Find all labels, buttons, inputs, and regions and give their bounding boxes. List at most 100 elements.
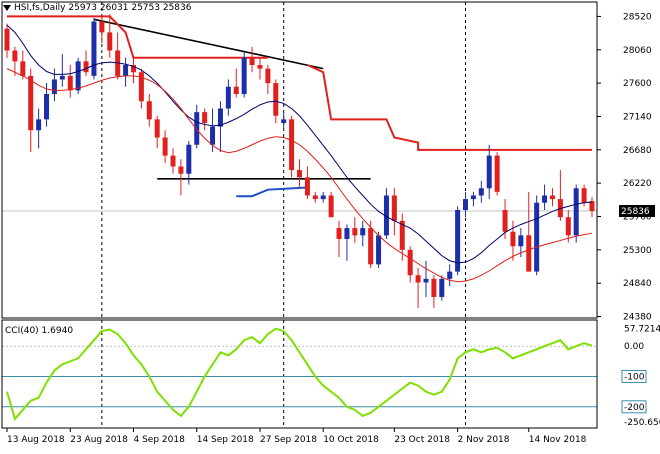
candle-body: [273, 83, 279, 116]
candle-body: [423, 278, 429, 283]
price-tick-label: 25300: [623, 246, 652, 256]
candle-body: [241, 57, 247, 94]
candle-body: [304, 177, 310, 196]
price-tick-label: 25760: [623, 213, 652, 223]
candle-body: [233, 86, 239, 94]
price-tick-label: 26220: [623, 179, 652, 189]
ohlc-readout: 25973 26031 25753 25836: [68, 3, 192, 13]
chart-header: HSI,fs,Daily 25973 26031 25753 25836: [3, 3, 191, 13]
candle-body: [146, 101, 152, 120]
candle-body: [138, 72, 144, 102]
candle-body: [154, 119, 160, 138]
candle-body: [455, 209, 461, 272]
date-tick-label: 10 Oct 2018: [323, 435, 379, 445]
price-tick-label: 24380: [623, 313, 652, 323]
price-tick-label: 26680: [623, 146, 652, 156]
candle-body: [399, 220, 405, 250]
candle-body: [28, 75, 34, 131]
candle-body: [439, 278, 445, 297]
date-tick-label: 14 Nov 2018: [529, 435, 587, 445]
candle-body: [107, 32, 113, 51]
candle-body: [415, 275, 421, 283]
candle-body: [352, 228, 358, 236]
cci-tick-label: -100: [624, 373, 645, 383]
candle-body: [91, 21, 97, 76]
candle-body: [573, 188, 579, 236]
sma-slow-line: [6, 68, 593, 283]
date-tick-label: 14 Sep 2018: [197, 435, 254, 445]
candle-body: [589, 201, 595, 211]
candle-body: [194, 112, 200, 145]
candle-body: [376, 235, 382, 265]
candle-body: [4, 28, 10, 51]
blue-segment: [236, 186, 308, 198]
candle-body: [526, 235, 532, 272]
date-tick-label: 4 Sep 2018: [133, 435, 185, 445]
candle-body: [99, 21, 105, 33]
candle-body: [360, 228, 366, 236]
candle-body: [51, 79, 57, 94]
candle-body: [463, 199, 469, 210]
candle-body: [210, 126, 216, 145]
candle-body: [549, 195, 555, 200]
candle-body: [391, 195, 397, 221]
candle-body: [12, 50, 18, 62]
candle-body: [297, 170, 302, 178]
candle-body: [170, 155, 176, 167]
candle-body: [20, 61, 26, 76]
candle-body: [383, 195, 389, 236]
candle-body: [186, 144, 192, 174]
candle-body: [67, 75, 73, 91]
candle-body: [470, 195, 476, 200]
candle-body: [83, 61, 89, 73]
indicator-label: CCI(40) 1.6940: [5, 326, 74, 336]
candle-body: [502, 209, 508, 232]
candle-body: [344, 228, 350, 239]
candle-body: [257, 64, 263, 69]
candle-body: [59, 75, 65, 80]
dropdown-triangle-icon[interactable]: [3, 4, 11, 11]
candle-body: [217, 108, 223, 127]
cci-tick-label: -250.650: [624, 418, 660, 428]
price-panel-frame: [1, 1, 598, 319]
cci-line: [6, 327, 593, 421]
date-tick-label: 23 Aug 2018: [70, 435, 128, 445]
price-panel: [2, 14, 597, 308]
channel-upper-2: [306, 64, 592, 151]
price-tick-label: 27600: [623, 79, 652, 89]
candle-body: [494, 155, 500, 192]
last-price-label: 25836: [621, 207, 650, 217]
candle-body: [565, 217, 571, 236]
date-tick-label: 27 Sep 2018: [260, 435, 317, 445]
candle-body: [44, 93, 50, 120]
price-tick-label: 28060: [623, 46, 652, 56]
price-tick-label: 24840: [623, 279, 652, 289]
cci-panel-frame: [1, 319, 598, 429]
candle-body: [407, 249, 413, 276]
candle-body: [130, 64, 136, 73]
sma-fast-line: [6, 24, 593, 264]
candle-body: [486, 155, 492, 189]
cci-panel: [2, 327, 597, 421]
candle-body: [510, 231, 516, 247]
candle-body: [249, 57, 255, 65]
date-tick-label: 2 Nov 2018: [458, 435, 510, 445]
candle-body: [202, 112, 208, 123]
cci-level-box: [621, 370, 647, 384]
candle-body: [534, 202, 540, 272]
candle-body: [336, 228, 342, 239]
price-tick-label: 27140: [623, 112, 652, 122]
candle-body: [289, 119, 295, 171]
last-price-box: [619, 204, 655, 217]
candle-body: [542, 195, 548, 203]
cci-level-box: [621, 400, 647, 414]
date-tick-label: 23 Oct 2018: [394, 435, 450, 445]
candle-body: [368, 228, 374, 265]
candle-body: [162, 137, 168, 156]
candle-body: [320, 195, 326, 200]
candle-body: [123, 64, 129, 76]
candle-body: [478, 188, 484, 196]
price-tick-label: 28520: [623, 12, 652, 22]
